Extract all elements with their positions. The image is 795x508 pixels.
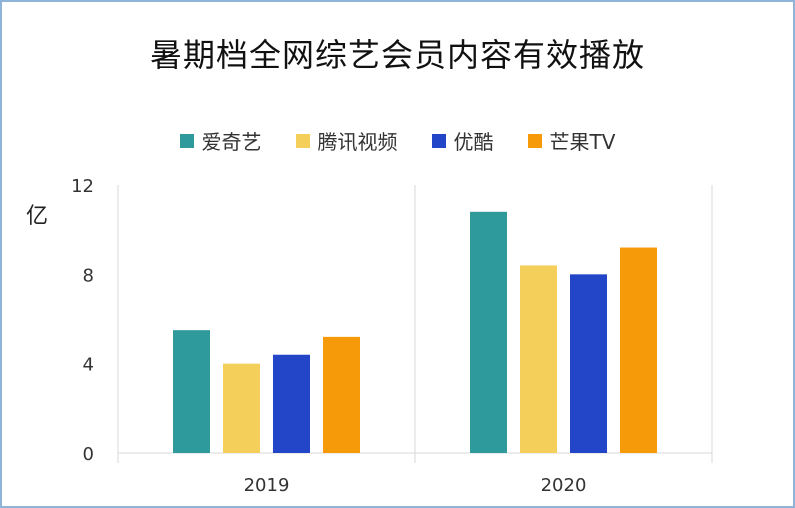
legend-label-iqiyi: 爱奇艺 (201, 130, 262, 154)
y-tick-label: 4 (83, 355, 94, 376)
bar-优酷-2019 (273, 354, 310, 453)
y-tick-label: 12 (71, 176, 94, 197)
bar-腾讯视频-2019 (223, 363, 260, 453)
chart-legend: 爱奇艺 腾讯视频 优酷 芒果TV (0, 126, 795, 155)
legend-label-tencent: 腾讯视频 (317, 130, 398, 154)
legend-label-mango: 芒果TV (549, 130, 616, 154)
y-tick-label: 8 (83, 265, 94, 286)
legend-swatch-iqiyi (179, 133, 194, 148)
legend-swatch-youku (431, 133, 446, 148)
legend-item-youku: 优酷 (431, 126, 494, 155)
legend-swatch-tencent (295, 133, 310, 148)
legend-item-mango: 芒果TV (527, 126, 616, 155)
legend-label-youku: 优酷 (453, 130, 494, 154)
bar-优酷-2020 (570, 274, 607, 453)
chart-title: 暑期档全网综艺会员内容有效播放 (149, 36, 645, 74)
bar-腾讯视频-2020 (520, 265, 557, 453)
x-tick-label: 2020 (541, 475, 587, 496)
bar-爱奇艺-2020 (470, 211, 507, 453)
bar-芒果TV-2020 (620, 247, 657, 453)
y-tick-label: 0 (83, 444, 94, 465)
x-tick-label: 2019 (244, 475, 290, 496)
legend-swatch-mango (527, 133, 542, 148)
legend-item-tencent: 腾讯视频 (295, 126, 398, 155)
y-axis-unit-label: 亿 (26, 204, 49, 229)
legend-item-iqiyi: 爱奇艺 (179, 126, 262, 155)
bar-芒果TV-2019 (323, 336, 360, 453)
bar-爱奇艺-2019 (173, 330, 210, 453)
